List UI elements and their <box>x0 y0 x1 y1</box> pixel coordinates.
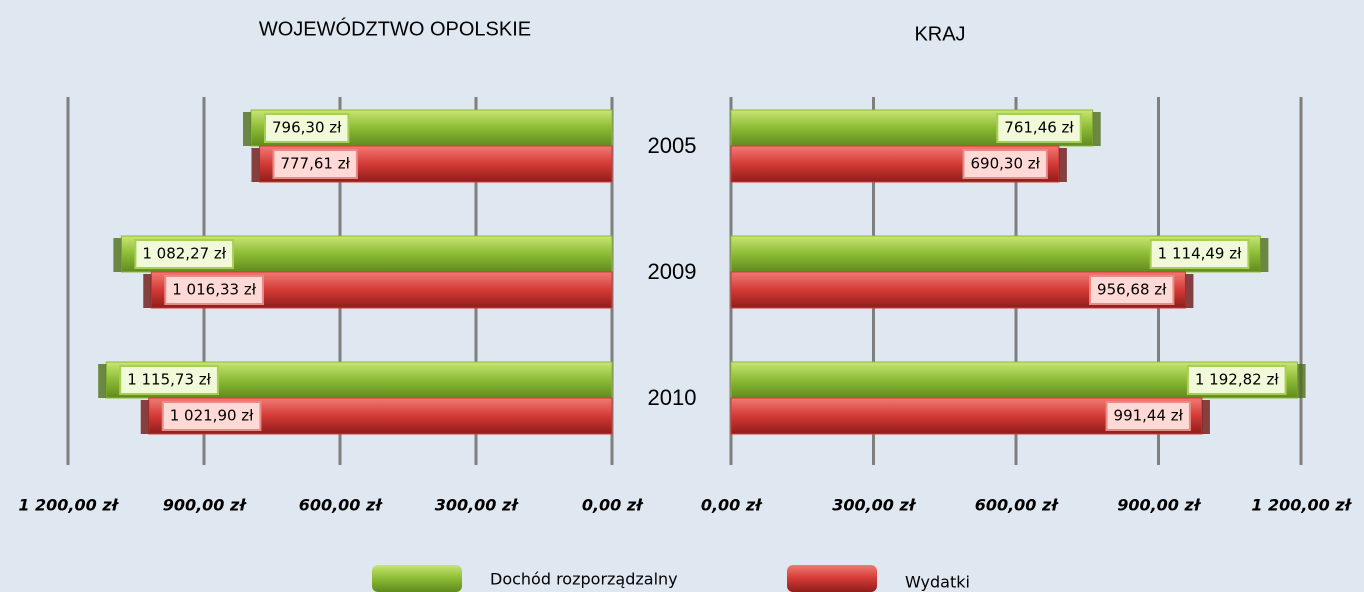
x-tick-label: 900,00 zł <box>1117 496 1202 515</box>
chart-title: KRAJ <box>914 23 965 45</box>
bar-end <box>243 112 252 146</box>
value-label: 1 192,82 zł <box>1186 365 1287 395</box>
legend-swatch <box>787 565 877 592</box>
value-label-box <box>1089 275 1175 305</box>
value-label-text: 1 115,73 zł <box>127 371 211 389</box>
value-label: 991,44 zł <box>1105 401 1191 431</box>
bar-end <box>1297 364 1306 398</box>
bar-end <box>1201 400 1210 434</box>
x-tick-label: 600,00 zł <box>299 496 384 515</box>
value-label-text: 1 021,90 zł <box>170 407 254 425</box>
bar-end <box>143 274 152 308</box>
value-label-box <box>1149 239 1250 269</box>
value-label-text: 761,46 zł <box>1004 119 1074 137</box>
bar-end <box>251 148 260 182</box>
value-label-box <box>264 113 350 143</box>
legend-swatch <box>372 565 462 592</box>
x-tick-label: 0,00 zł <box>701 496 763 515</box>
value-label: 1 021,90 zł <box>161 401 262 431</box>
category-label: 2010 <box>648 385 697 410</box>
bar-end <box>113 238 122 272</box>
value-label-box <box>119 365 219 395</box>
bar-end <box>1260 238 1269 272</box>
x-tick-label: 300,00 zł <box>435 496 520 515</box>
value-label-box <box>1186 365 1287 395</box>
value-label-box <box>996 113 1082 143</box>
value-label-text: 1 192,82 zł <box>1195 371 1279 389</box>
value-label-box <box>962 149 1048 179</box>
x-tick-label: 1 200,00 zł <box>18 496 119 515</box>
value-label: 1 082,27 zł <box>134 239 235 269</box>
legend-label: Wydatki <box>905 573 970 592</box>
x-tick-label: 0,00 zł <box>582 496 644 515</box>
bar-end <box>1092 112 1101 146</box>
value-label: 1 114,49 zł <box>1149 239 1250 269</box>
x-tick-label: 600,00 zł <box>975 496 1060 515</box>
chart-title: WOJEWÓDZTWO OPOLSKIE <box>259 17 531 40</box>
x-tick-label: 900,00 zł <box>163 496 248 515</box>
value-label-box <box>161 401 262 431</box>
value-label-text: 796,30 zł <box>272 119 342 137</box>
value-label-text: 777,61 zł <box>280 155 350 173</box>
x-tick-label: 1 200,00 zł <box>1251 496 1352 515</box>
value-label: 761,46 zł <box>996 113 1082 143</box>
value-label: 1 016,33 zł <box>164 275 264 305</box>
value-label: 690,30 zł <box>962 149 1048 179</box>
value-label-box <box>164 275 264 305</box>
value-label-box <box>1105 401 1191 431</box>
bar-end <box>1058 148 1067 182</box>
value-label-box <box>272 149 358 179</box>
value-label: 1 115,73 zł <box>119 365 219 395</box>
value-label-text: 1 114,49 zł <box>1158 245 1242 263</box>
value-label-text: 1 082,27 zł <box>142 245 226 263</box>
value-label: 956,68 zł <box>1089 275 1175 305</box>
bar-end <box>140 400 149 434</box>
value-label-text: 956,68 zł <box>1097 281 1167 299</box>
bar-end <box>1185 274 1194 308</box>
category-label: 2005 <box>648 133 697 158</box>
x-tick-label: 300,00 zł <box>832 496 917 515</box>
bar-end <box>98 364 107 398</box>
value-label: 796,30 zł <box>264 113 350 143</box>
value-label-text: 690,30 zł <box>971 155 1041 173</box>
category-label: 2009 <box>648 259 697 284</box>
value-label: 777,61 zł <box>272 149 358 179</box>
value-label-box <box>134 239 235 269</box>
value-label-text: 1 016,33 zł <box>172 281 256 299</box>
legend-label: Dochód rozporządzalny <box>490 570 678 589</box>
value-label-text: 991,44 zł <box>1114 407 1184 425</box>
